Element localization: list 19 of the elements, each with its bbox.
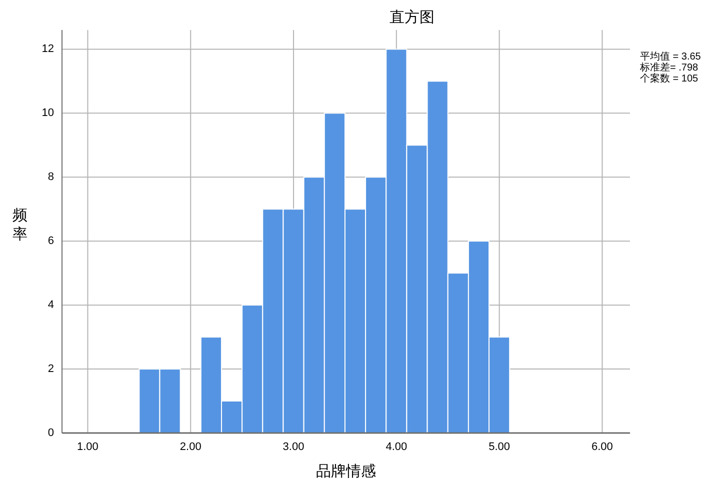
text: 平均值 = 3.65 [640, 50, 702, 62]
x-axis-title: 品牌情感 [316, 463, 376, 480]
x-tick-label: 1.00 [77, 441, 98, 453]
y-axis-title: 频率 [12, 207, 28, 243]
y-tick-label: 0 [48, 427, 54, 439]
y-tick-label: 12 [42, 43, 54, 56]
y-tick-label: 10 [42, 107, 54, 120]
y-tick-label: 6 [48, 235, 54, 248]
x-tick-label: 3.00 [282, 441, 304, 453]
y-tick-label: 8 [48, 171, 54, 184]
text: 个案数 = 105 [640, 72, 699, 84]
chart-title: 直方图 [390, 9, 434, 26]
x-tick-label: 2.00 [180, 441, 202, 453]
x-tick-label: 4.00 [386, 441, 408, 453]
text: 标准差= .798 [639, 62, 699, 74]
x-tick-label: 6.00 [592, 441, 613, 453]
y-tick-label: 2 [48, 363, 54, 376]
y-tick-label: 4 [48, 299, 54, 312]
x-tick-label: 5.00 [488, 441, 510, 453]
